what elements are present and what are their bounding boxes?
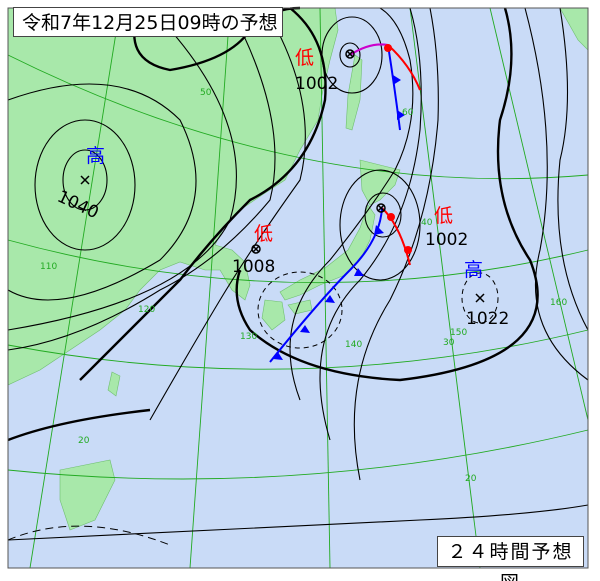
grid-label-lat40: 40 [421,218,433,228]
low-pressure-2: 1008 [232,257,276,277]
isobars [7,7,589,541]
forecast-type-label: ２４時間予想図 [437,536,584,581]
grid-label-lon120: 120 [138,305,156,315]
low-label-2: 低 [254,223,274,245]
low-label-1: 低 [295,47,315,69]
lat-lon-grid [7,7,589,569]
grid-label-lat50: 50 [200,88,212,98]
grid-label-lat30: 30 [443,338,455,348]
low-pressure-1: 1002 [295,74,339,94]
warm-front [381,207,411,266]
low-pressure-3: 1002 [425,230,469,250]
forecast-title: 令和7年12月25日09時の予想 [13,7,283,37]
grid-label-lon160: 160 [550,298,568,308]
map-border [7,7,589,569]
grid-label-lon140: 140 [345,340,363,350]
grid-label-lat20-east: 20 [465,474,477,484]
grid-label-lon130: 130 [240,332,258,342]
dashed-isobar-low [257,271,343,349]
fronts [269,43,421,363]
land [7,7,589,531]
grid-label-lon150: 150 [450,328,468,338]
dashed-isobar-high [461,272,499,324]
center-marks [80,49,485,303]
grid-label-lon110: 110 [40,262,58,272]
high-label-1: 高 [86,145,106,167]
low-label-3: 低 [434,205,454,227]
grid-label-lat60: 60 [402,108,414,118]
dashed-isobar-south [7,525,171,546]
grid-label-lat20: 20 [78,436,90,446]
high-label-2: 高 [464,259,484,281]
cold-front-north [387,44,401,131]
high-pressure-2: 1022 [466,309,510,329]
